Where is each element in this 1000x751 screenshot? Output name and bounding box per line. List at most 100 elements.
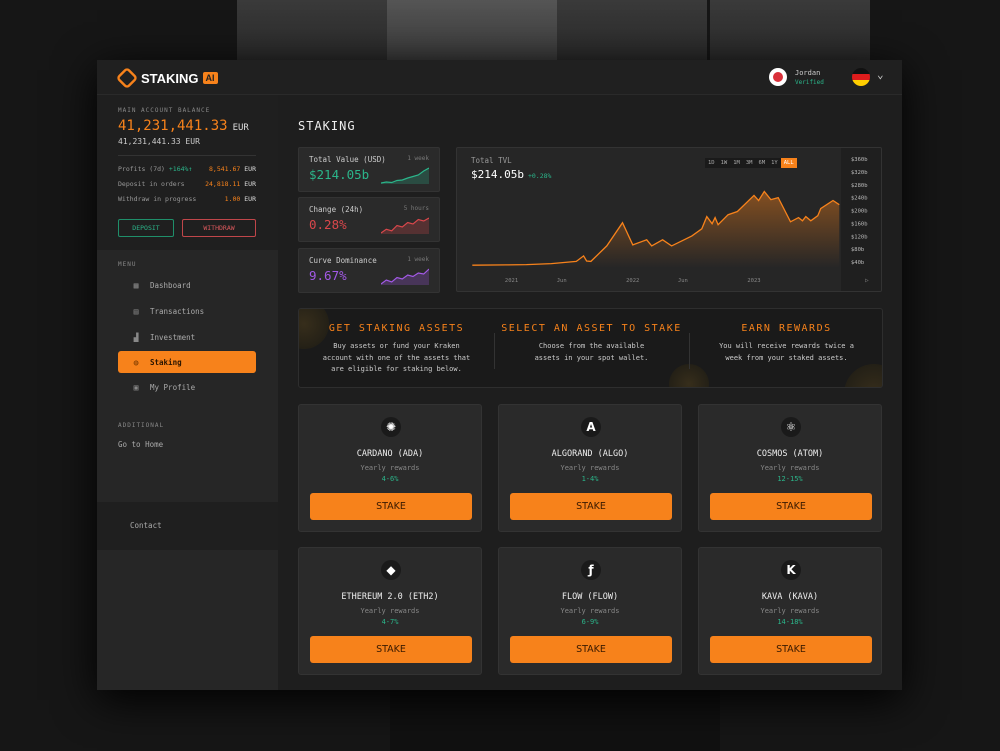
top-bar: STAKING AI Jordan Verified ⌄: [97, 60, 902, 95]
profile-icon: ▣: [133, 382, 139, 392]
stat-value: 9.67%: [309, 268, 347, 283]
sidebar: MAIN ACCOUNT BALANCE 41,231,441.33 EUR 41…: [97, 95, 278, 690]
sparkline-line: [381, 167, 429, 184]
brand-badge: AI: [202, 72, 218, 84]
rewards-rate: 1-4%: [581, 475, 599, 483]
go-to-home-link[interactable]: Go to Home: [118, 440, 164, 449]
scroll-right-icon[interactable]: ▷: [865, 277, 869, 284]
tvl-area: [472, 191, 840, 268]
profits-row: Profits (7d) +164%↑ 8,541.67 EUR: [118, 165, 256, 173]
y-tick-label: $280b: [851, 183, 868, 189]
logo-icon: [115, 66, 139, 90]
row-value: 24,818.11: [205, 180, 241, 188]
step-title: EARN REWARDS: [741, 323, 832, 334]
avatar-icon: [773, 72, 783, 82]
y-tick-label: $80b: [851, 247, 864, 253]
cardano-icon: ✺: [381, 417, 401, 437]
kava-icon: K: [781, 560, 801, 580]
row-currency: EUR: [244, 180, 256, 188]
sidebar-item-transactions[interactable]: ▤ Transactions: [118, 300, 256, 322]
sidebar-item-label: Transactions: [150, 306, 205, 316]
asset-name: FLOW (FLOW): [561, 592, 619, 602]
stat-value: 0.28%: [309, 217, 347, 232]
stat-title: Change (24h): [309, 205, 364, 214]
sparkline-curve-dominance: [381, 268, 429, 285]
range-3m[interactable]: 3M: [745, 160, 753, 166]
y-tick-label: $160b: [851, 221, 868, 227]
decor-coin: [669, 364, 709, 387]
stake-button[interactable]: STAKE: [310, 636, 472, 663]
background-panel: [557, 0, 707, 60]
row-currency: EUR: [244, 165, 256, 173]
sparkline-line: [381, 217, 429, 234]
stake-button[interactable]: STAKE: [710, 636, 872, 663]
stake-button[interactable]: STAKE: [710, 493, 872, 520]
range-all[interactable]: ALL: [780, 158, 797, 168]
deposit-button[interactable]: DEPOSIT: [118, 219, 174, 237]
contact-link[interactable]: Contact: [130, 521, 162, 530]
range-1m[interactable]: 1M: [733, 160, 740, 166]
sidebar-item-label: My Profile: [150, 382, 196, 392]
sidebar-item-staking[interactable]: ◍ Staking: [118, 351, 256, 373]
row-label: Deposit in orders: [118, 180, 185, 188]
range-selector: 1D 1W 1M 3M 6M 1Y ALL: [705, 158, 797, 168]
contact-section: Contact: [97, 502, 278, 550]
chevron-down-icon[interactable]: ⌄: [877, 68, 884, 81]
withdraw-button[interactable]: WITHDRAW: [182, 219, 256, 237]
range-6m[interactable]: 6M: [758, 160, 766, 166]
stat-total-value: Total Value (USD) 1 week $214.05b: [298, 147, 440, 192]
tvl-chart-svg: 2021 Jun 2022 Jun 2023 $360b $320b $280b $240b $2…: [472, 157, 869, 284]
step-title: GET STAKING ASSETS: [328, 323, 465, 334]
background-panel: [390, 690, 720, 751]
receipt-icon: ▤: [133, 306, 139, 316]
stat-period: 1 week: [407, 256, 429, 263]
algorand-icon: A: [581, 417, 601, 437]
stat-period: 5 hours: [403, 205, 429, 212]
background-panel: [237, 0, 387, 60]
range-1w[interactable]: 1W: [720, 160, 728, 166]
balance-secondary: 41,231,441.33 EUR: [118, 137, 200, 146]
y-tick-label: $320b: [851, 170, 868, 176]
asset-card: ⚛ COSMOS (ATOM) Yearly rewards 12-15% ST…: [698, 404, 882, 532]
rewards-rate: 4-7%: [381, 618, 399, 626]
x-tick-label: Jun: [678, 278, 688, 284]
x-tick-label: 2022: [626, 278, 639, 284]
stat-value: $214.05b: [309, 167, 370, 182]
tvl-chart: 2021 Jun 2022 Jun 2023 $360b $320b $280b $240b $2…: [456, 147, 882, 292]
avatar[interactable]: [769, 68, 787, 86]
ethereum-icon: ◆: [381, 560, 401, 580]
balance-currency: EUR: [232, 123, 249, 133]
main-content: STAKING Total Value (USD) 1 week $214.05…: [278, 95, 902, 690]
logo[interactable]: STAKING AI: [115, 66, 218, 90]
sidebar-item-dashboard[interactable]: ▦ Dashboard: [118, 274, 256, 296]
divider: [118, 155, 256, 156]
bar-chart-icon: ▟: [133, 332, 139, 342]
step-text: Buy assets or fund your Kraken account w…: [322, 342, 471, 373]
chart-value: $214.05b +0.28%: [471, 168, 551, 181]
rewards-rate: 12-15%: [777, 475, 803, 483]
y-tick-label: $360b: [851, 157, 868, 163]
range-1y[interactable]: 1Y: [771, 160, 778, 166]
balance-value: 41,231,441.33: [118, 118, 228, 134]
tvl-value: $214.05b: [471, 168, 524, 181]
stake-button[interactable]: STAKE: [310, 493, 472, 520]
sidebar-item-my-profile[interactable]: ▣ My Profile: [118, 376, 256, 398]
stake-button[interactable]: STAKE: [510, 636, 672, 663]
main-balance: 41,231,441.33 EUR: [118, 118, 249, 134]
row-label: Withdraw in progress: [118, 195, 197, 203]
step-get-assets: GET STAKING ASSETS Buy assets or fund you…: [299, 309, 494, 387]
sparkline-area: [381, 168, 429, 184]
rewards-label: Yearly rewards: [560, 464, 620, 472]
stat-curve-dominance: Curve Dominance 1 week 9.67%: [298, 248, 440, 293]
step-title: SELECT AN ASSET TO STAKE: [501, 323, 682, 334]
asset-name: COSMOS (ATOM): [756, 449, 824, 459]
withdraw-row: Withdraw in progress 1.00 EUR: [118, 195, 256, 203]
stake-button[interactable]: STAKE: [510, 493, 672, 520]
y-tick-label: $200b: [851, 209, 868, 215]
tvl-line: [472, 190, 840, 266]
cosmos-icon: ⚛: [781, 417, 801, 437]
language-flag-icon[interactable]: [852, 68, 870, 86]
sidebar-item-investment[interactable]: ▟ Investment: [118, 326, 256, 348]
page-title: STAKING: [298, 119, 356, 133]
range-1d[interactable]: 1D: [708, 160, 715, 166]
